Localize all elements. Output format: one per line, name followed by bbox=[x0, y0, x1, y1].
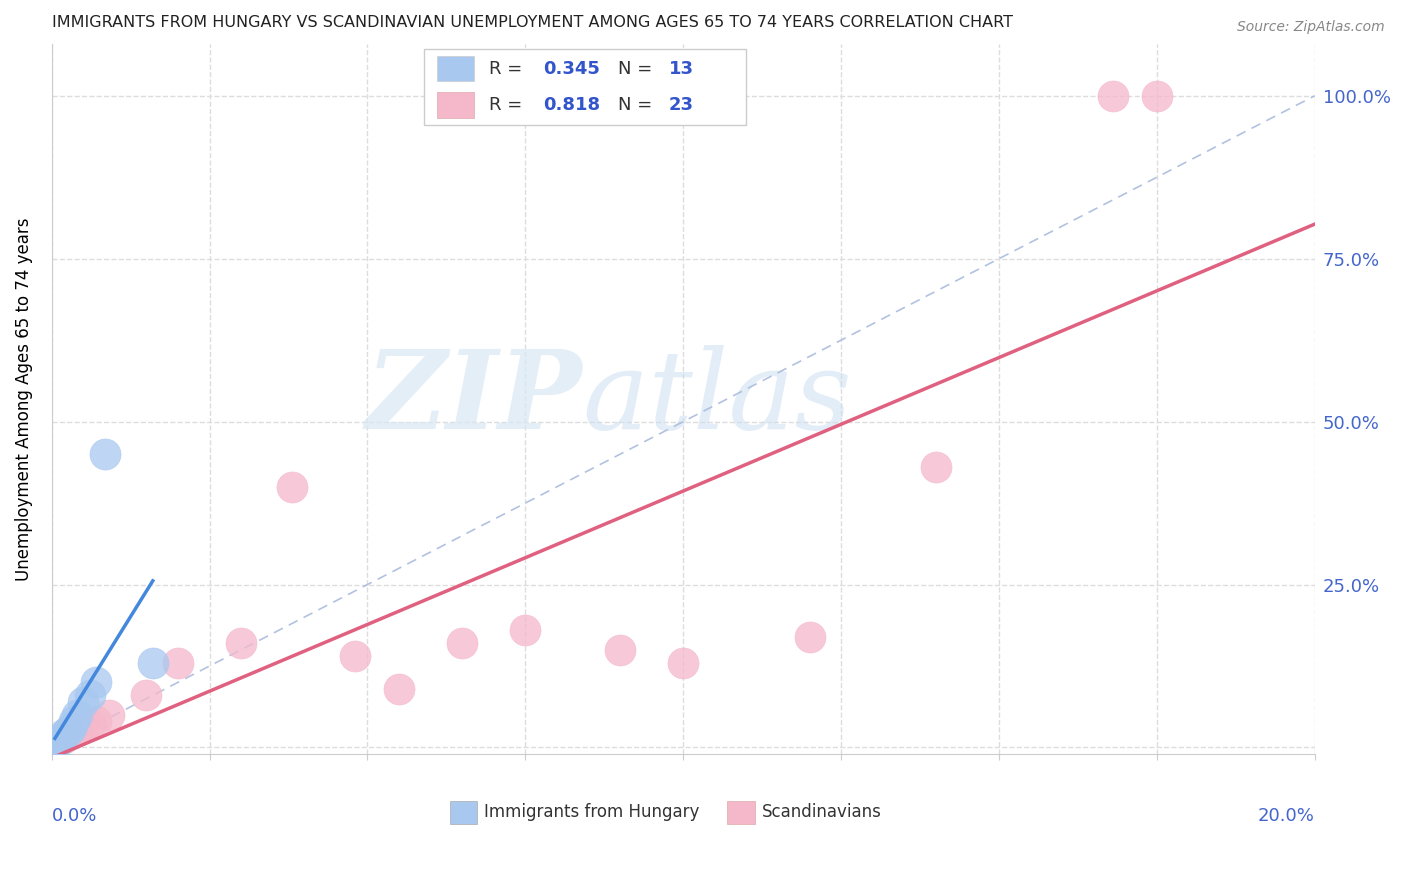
Point bbox=[79, 717, 101, 731]
Point bbox=[66, 724, 89, 739]
Point bbox=[343, 649, 366, 664]
Point bbox=[231, 636, 253, 650]
Text: Immigrants from Hungary: Immigrants from Hungary bbox=[484, 803, 699, 822]
FancyBboxPatch shape bbox=[727, 801, 755, 823]
Point bbox=[79, 689, 101, 703]
Point bbox=[46, 734, 69, 748]
Point bbox=[167, 656, 190, 670]
Point bbox=[451, 636, 474, 650]
Point bbox=[46, 735, 69, 749]
Point bbox=[280, 480, 302, 494]
Point bbox=[672, 656, 695, 670]
Point bbox=[44, 737, 66, 751]
Point bbox=[59, 721, 82, 735]
Point bbox=[66, 707, 89, 722]
Point bbox=[84, 714, 107, 729]
Point bbox=[97, 707, 120, 722]
Point bbox=[1101, 88, 1123, 103]
Point bbox=[84, 675, 107, 690]
Point bbox=[799, 630, 821, 644]
Point bbox=[609, 642, 631, 657]
Text: ZIP: ZIP bbox=[366, 345, 582, 452]
Point bbox=[388, 681, 411, 696]
Point bbox=[72, 721, 94, 735]
Point bbox=[53, 731, 76, 745]
Text: Scandinavians: Scandinavians bbox=[762, 803, 882, 822]
Point bbox=[142, 656, 165, 670]
Point bbox=[44, 737, 66, 751]
Point bbox=[51, 731, 73, 745]
Point bbox=[53, 727, 76, 741]
Text: atlas: atlas bbox=[582, 345, 852, 452]
Text: 20.0%: 20.0% bbox=[1258, 807, 1315, 825]
FancyBboxPatch shape bbox=[450, 801, 478, 823]
Point bbox=[135, 689, 157, 703]
Point bbox=[1146, 88, 1168, 103]
Point bbox=[56, 724, 79, 739]
Point bbox=[59, 727, 82, 741]
Text: Source: ZipAtlas.com: Source: ZipAtlas.com bbox=[1237, 20, 1385, 34]
Text: IMMIGRANTS FROM HUNGARY VS SCANDINAVIAN UNEMPLOYMENT AMONG AGES 65 TO 74 YEARS C: IMMIGRANTS FROM HUNGARY VS SCANDINAVIAN … bbox=[52, 15, 1012, 30]
Point bbox=[94, 447, 117, 461]
Text: 0.0%: 0.0% bbox=[52, 807, 97, 825]
Y-axis label: Unemployment Among Ages 65 to 74 years: Unemployment Among Ages 65 to 74 years bbox=[15, 217, 32, 581]
Point bbox=[515, 623, 537, 637]
Point bbox=[63, 714, 86, 729]
Point bbox=[925, 460, 948, 475]
Point bbox=[72, 695, 94, 709]
